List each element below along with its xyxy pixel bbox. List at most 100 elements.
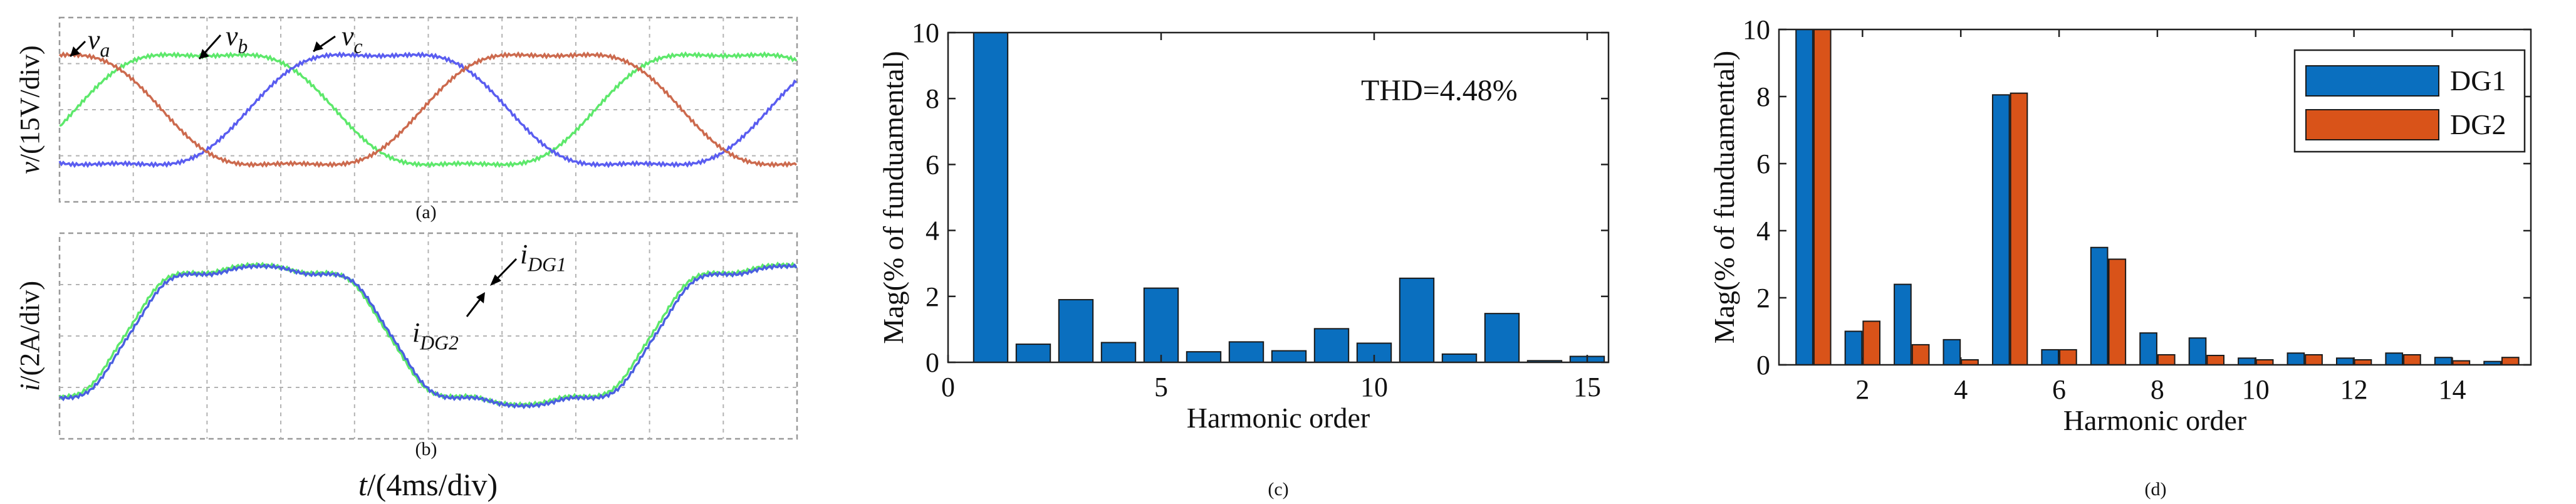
plot-frame bbox=[1778, 28, 2532, 366]
series-line-i_DG2 bbox=[59, 263, 798, 409]
series-label-i_DG1: iDG1 bbox=[520, 239, 566, 275]
legend-label-DG2: DG2 bbox=[2450, 108, 2506, 140]
series-label-v_c-sub: c bbox=[354, 35, 363, 57]
bar-DG1 bbox=[2139, 332, 2157, 365]
y-tick-label: 6 bbox=[1756, 149, 1770, 179]
x-tick-label: 14 bbox=[2439, 374, 2466, 405]
label-arrowhead bbox=[476, 292, 485, 303]
y-tick-label: 8 bbox=[1756, 81, 1770, 112]
bar bbox=[1058, 299, 1094, 362]
plot-frame bbox=[947, 31, 1610, 364]
bar bbox=[1399, 277, 1435, 362]
bar-DG1 bbox=[2090, 246, 2109, 365]
series-line-v_c bbox=[58, 51, 798, 169]
bar-DG1 bbox=[2287, 352, 2305, 365]
bar bbox=[1484, 313, 1520, 362]
bar bbox=[973, 33, 1009, 362]
x-tick-label: 0 bbox=[941, 372, 955, 402]
legend-label-DG1: DG1 bbox=[2450, 65, 2506, 97]
bar-DG1 bbox=[1795, 29, 1813, 365]
bar-DG1 bbox=[2483, 360, 2501, 365]
bar-DG1 bbox=[2385, 352, 2404, 365]
label-arrow bbox=[494, 258, 518, 282]
x-axis-label: Harmonic order bbox=[2063, 404, 2247, 436]
series-label-i_DG2: iDG2 bbox=[412, 317, 459, 354]
bar-DG1 bbox=[2434, 357, 2453, 365]
x-tick-label: 2 bbox=[1855, 374, 1869, 405]
panel-a-ylabel: v/(15V/div) bbox=[14, 45, 45, 174]
panel-a: v/(15V/div)va vb vc(a) bbox=[14, 16, 798, 223]
label-arrowhead bbox=[490, 275, 501, 286]
legend-swatch-DG1 bbox=[2305, 65, 2439, 97]
bar-DG1 bbox=[1942, 339, 1961, 365]
series-line-v_b bbox=[58, 51, 798, 169]
thd-annotation: THD=4.48% bbox=[1361, 74, 1518, 107]
y-tick-label: 10 bbox=[1743, 14, 1770, 45]
panel-b-ylabel-unit: /(2A/div) bbox=[14, 281, 45, 384]
bar bbox=[1143, 287, 1179, 362]
y-tick-label: 0 bbox=[926, 347, 939, 378]
bar-DG1 bbox=[2188, 337, 2207, 365]
y-tick-label: 0 bbox=[1756, 350, 1770, 381]
series-label-i_DG2-main: i bbox=[412, 317, 420, 348]
y-tick-label: 6 bbox=[926, 149, 939, 180]
bar bbox=[1271, 350, 1307, 362]
x-tick-label: 10 bbox=[1360, 372, 1388, 402]
series-label-v_a-main: v bbox=[88, 24, 100, 55]
caption: (d) bbox=[2145, 479, 2167, 500]
legend-swatch-DG2 bbox=[2305, 109, 2439, 140]
x-axis-label: Harmonic order bbox=[1187, 402, 1370, 434]
panel-c: 0 2 4 6 8 10 0 5 10 15 Harmonic order Mag(% of fund… bbox=[877, 18, 1610, 500]
panel-a-caption: (a) bbox=[415, 202, 436, 223]
bar-DG1 bbox=[1844, 330, 1863, 365]
y-tick-label: 4 bbox=[926, 216, 939, 246]
bar-DG2 bbox=[2206, 355, 2225, 365]
bar-DG2 bbox=[2059, 349, 2077, 365]
panel-d: 0 2 4 6 8 10 2 4 6 8 10 12 14 Harmonic order Mag(% of … bbox=[1708, 14, 2532, 500]
series-label-i_DG1-main: i bbox=[520, 239, 528, 270]
panel-a-ylabel-unit: /(15V/div) bbox=[14, 45, 45, 162]
panel-a-ylabel-main: v bbox=[14, 162, 45, 174]
series-label-i_DG1-sub: DG1 bbox=[527, 253, 566, 275]
bar bbox=[1228, 341, 1265, 362]
y-tick-label: 4 bbox=[1756, 216, 1770, 246]
bar-DG2 bbox=[1813, 29, 1832, 365]
series-label-v_c-main: v bbox=[342, 21, 354, 51]
label-arrowhead bbox=[70, 46, 80, 56]
panel-b-xlabel: t/(4ms/div) bbox=[358, 467, 498, 502]
x-tick-label: 5 bbox=[1154, 372, 1168, 402]
panel-b-ylabel: i/(2A/div) bbox=[14, 281, 45, 391]
series-label-v_b: vb bbox=[226, 21, 248, 57]
bar-DG2 bbox=[2305, 354, 2323, 365]
y-axis-label: Mag(% of funduamental) bbox=[1708, 51, 1740, 344]
y-tick-label: 2 bbox=[926, 281, 939, 312]
bar bbox=[1313, 328, 1350, 362]
bar-DG2 bbox=[2010, 92, 2028, 365]
bar-DG1 bbox=[2041, 349, 2060, 365]
bar-DG1 bbox=[2238, 357, 2256, 365]
panel-b-ylabel-main: i bbox=[14, 384, 45, 391]
bar-DG2 bbox=[1911, 344, 1930, 365]
y-tick-label: 2 bbox=[1756, 283, 1770, 313]
bar-DG2 bbox=[2501, 357, 2520, 365]
series-label-v_a: va bbox=[88, 24, 110, 61]
bar-DG2 bbox=[2108, 258, 2127, 365]
bar bbox=[1015, 344, 1051, 362]
bar-DG1 bbox=[2335, 357, 2354, 365]
bar bbox=[1441, 353, 1478, 362]
y-tick-label: 8 bbox=[926, 83, 939, 114]
bar-DG2 bbox=[1862, 320, 1880, 365]
series-label-i_DG2-sub: DG2 bbox=[419, 332, 459, 354]
bar bbox=[1100, 342, 1137, 362]
x-tick-label: 15 bbox=[1573, 372, 1601, 402]
series-label-v_c: vc bbox=[342, 21, 363, 57]
bars bbox=[1795, 29, 2520, 365]
x-tick-label: 6 bbox=[2052, 374, 2066, 405]
series-line-v_a bbox=[59, 51, 798, 169]
x-tick-label: 8 bbox=[2151, 374, 2164, 405]
series-label-v_b-sub: b bbox=[238, 35, 248, 57]
bar-DG1 bbox=[1991, 94, 2010, 365]
bar-DG1 bbox=[1894, 283, 1912, 365]
